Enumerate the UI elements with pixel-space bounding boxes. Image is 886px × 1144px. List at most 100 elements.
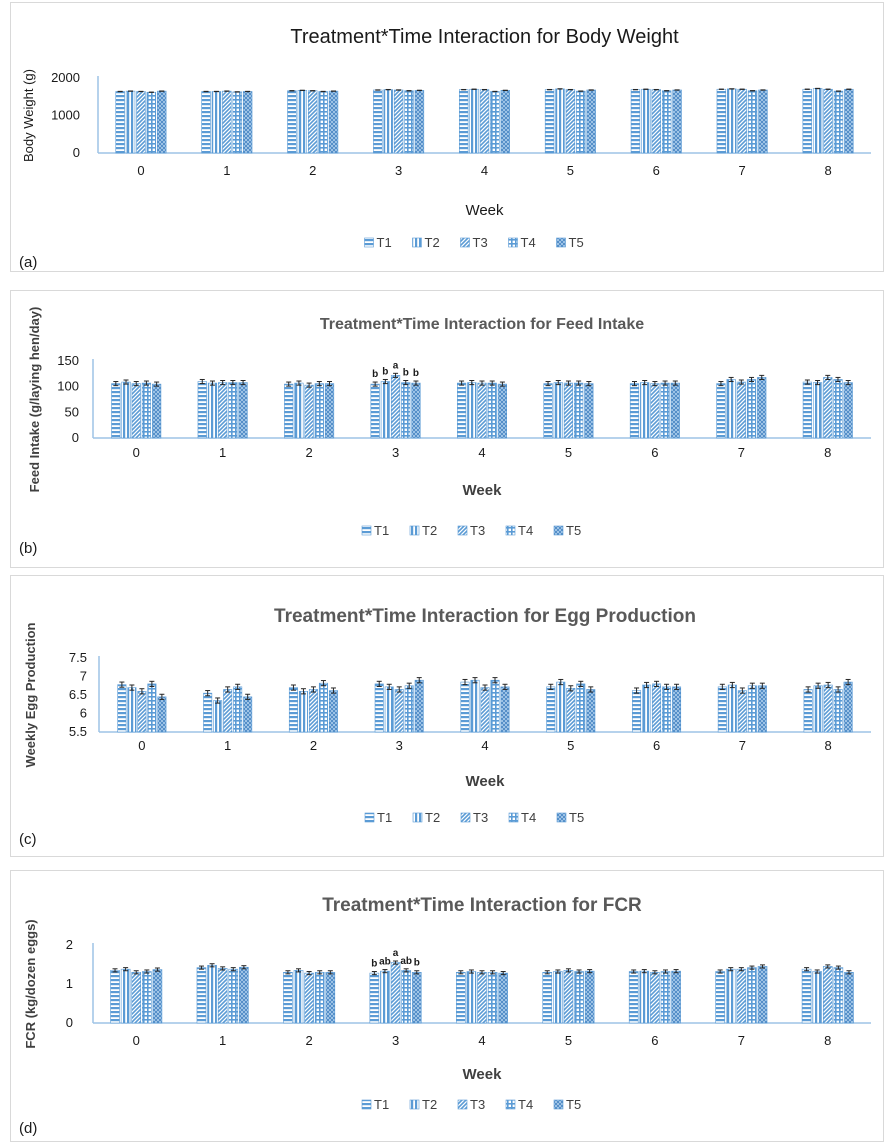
bar-t1 — [632, 690, 642, 733]
legend-swatch-t4 — [508, 237, 518, 248]
bar-t4 — [232, 91, 242, 154]
x-tick-label: 1 — [219, 1033, 226, 1048]
bar-t5 — [238, 382, 248, 439]
legend-label: T2 — [425, 235, 440, 250]
legend-swatch-t2 — [409, 1099, 420, 1110]
bar-t3 — [223, 689, 233, 733]
y-tick-label: 2000 — [51, 70, 80, 85]
y-tick-label: 6 — [80, 706, 87, 721]
legend-label: T1 — [374, 523, 389, 538]
bar-t2 — [294, 382, 304, 439]
x-tick-label: 8 — [824, 445, 831, 460]
legend-swatch-t4 — [508, 812, 519, 823]
bar-t4 — [401, 382, 411, 439]
bar-t5 — [152, 383, 162, 439]
bar-t3 — [651, 89, 661, 154]
bar-t3 — [823, 377, 833, 439]
bar-t2 — [383, 89, 393, 154]
bar-t2 — [121, 381, 131, 439]
chart-panel-feed-intake: Treatment*Time Interaction for Feed Inta… — [10, 290, 884, 568]
bar-t5 — [152, 969, 163, 1024]
y-axis-label: Weekly Egg Production — [23, 622, 38, 767]
significance-letter: b — [371, 959, 377, 970]
bar-t2 — [640, 382, 650, 439]
bar-t3 — [390, 962, 401, 1024]
bar-t1 — [629, 383, 640, 439]
y-tick-label: 50 — [65, 404, 79, 419]
bar-t4 — [314, 972, 325, 1024]
legend-label: T3 — [470, 1097, 485, 1112]
bar-t4 — [574, 382, 584, 439]
bar-t5 — [586, 89, 596, 154]
bar-t1 — [117, 684, 127, 733]
significance-letter: b — [413, 368, 419, 379]
bar-t4 — [833, 90, 844, 154]
x-tick-label: 4 — [478, 1033, 485, 1048]
bar-t3 — [565, 89, 576, 154]
x-tick-label: 8 — [824, 738, 831, 753]
bar-t1 — [802, 88, 812, 154]
bar-t4 — [318, 682, 328, 733]
x-tick-label: 1 — [224, 738, 231, 753]
bar-t2 — [813, 685, 823, 733]
bar-t1 — [370, 383, 380, 439]
bar-t3 — [217, 968, 228, 1024]
bar-t3 — [137, 691, 147, 733]
panel-label: (c) — [19, 831, 37, 848]
significance-letter: ab — [379, 957, 391, 968]
bar-t4 — [747, 967, 757, 1024]
bar-t5 — [672, 89, 682, 154]
legend-swatch-t3 — [460, 237, 470, 248]
x-tick-label: 7 — [739, 738, 746, 753]
y-tick-label: 5.5 — [69, 724, 87, 739]
chart-fcr: Treatment*Time Interaction for FCR FCR (k… — [19, 895, 871, 1137]
bar-t3 — [479, 89, 490, 154]
x-tick-label: 5 — [567, 738, 574, 753]
bar-t2 — [812, 971, 822, 1024]
bar-t5 — [157, 90, 167, 154]
bar-t4 — [228, 968, 239, 1024]
chart-title: Treatment*Time Interaction for FCR — [322, 895, 642, 916]
bar-t3 — [736, 381, 746, 439]
bar-t5 — [844, 88, 854, 154]
y-tick-label: 100 — [57, 379, 79, 394]
x-tick-label: 0 — [138, 738, 145, 753]
bar-t1 — [455, 972, 466, 1024]
legend-label: T4 — [521, 810, 536, 825]
panel-label: (b) — [19, 540, 37, 557]
bar-t3 — [480, 687, 490, 733]
bar-t3 — [308, 90, 318, 154]
y-tick-label: 6.5 — [69, 687, 87, 702]
bar-t3 — [477, 382, 487, 439]
bar-t4 — [490, 91, 500, 154]
bar-t2 — [726, 379, 736, 439]
bar-t3 — [390, 375, 401, 439]
legend-swatch-t5 — [556, 237, 566, 248]
legend-label: T4 — [518, 523, 533, 538]
x-tick-label: 6 — [653, 163, 660, 178]
y-tick-label: 0 — [73, 145, 80, 160]
bar-t1 — [460, 681, 470, 733]
y-axis-label: FCR (kg/dozen eggs) — [23, 919, 38, 1048]
bar-t2 — [727, 684, 737, 733]
bar-t3 — [304, 972, 314, 1024]
legend-swatch-t1 — [361, 525, 372, 536]
bar-t1 — [458, 89, 469, 154]
significance-letter: b — [382, 366, 388, 377]
legend-swatch-t5 — [553, 1099, 564, 1110]
bar-t4 — [661, 90, 672, 154]
bar-t4 — [833, 967, 844, 1024]
x-tick-label: 2 — [305, 1033, 312, 1048]
legend-label: T5 — [569, 810, 584, 825]
legend-label: T1 — [377, 235, 392, 250]
bar-t1 — [196, 967, 207, 1024]
legend-swatch-t3 — [460, 812, 471, 823]
bar-t3 — [136, 91, 146, 154]
chart-panel-fcr: Treatment*Time Interaction for FCR FCR (k… — [10, 870, 884, 1142]
bar-t2 — [725, 968, 736, 1024]
x-tick-label: 2 — [305, 445, 312, 460]
x-tick-label: 8 — [824, 163, 831, 178]
bar-t2 — [639, 970, 650, 1024]
bar-t2 — [293, 970, 304, 1024]
bar-t5 — [497, 383, 508, 439]
